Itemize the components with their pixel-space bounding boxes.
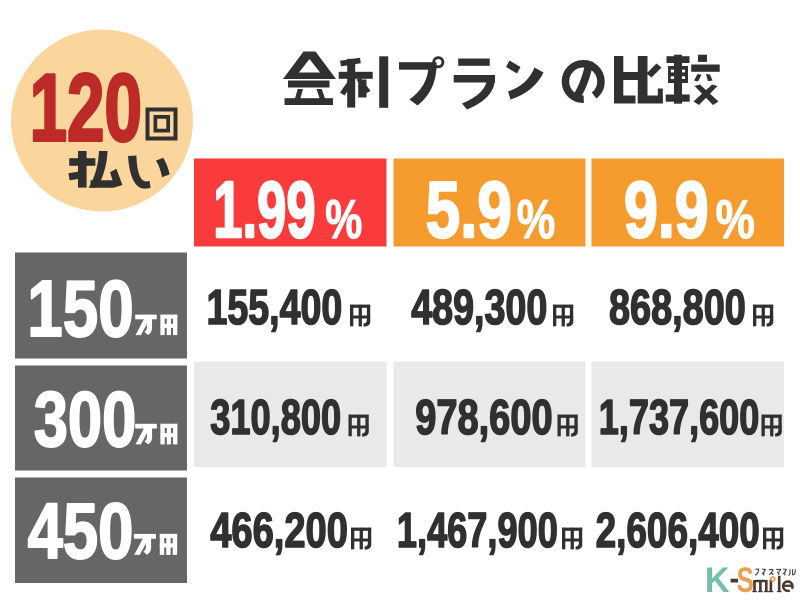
svg-text:1.99: 1.99 xyxy=(213,166,315,254)
svg-text:%: % xyxy=(716,188,755,250)
svg-text:300: 300 xyxy=(34,375,137,463)
svg-text:2,606,400: 2,606,400 xyxy=(596,503,760,559)
svg-text:450: 450 xyxy=(28,487,134,575)
svg-text:150: 150 xyxy=(27,265,133,353)
svg-text:S: S xyxy=(737,560,754,600)
svg-text:9.9: 9.9 xyxy=(624,166,709,255)
svg-text:868,800: 868,800 xyxy=(609,280,746,335)
svg-text:978,600: 978,600 xyxy=(415,390,552,445)
svg-text:466,200: 466,200 xyxy=(210,503,348,558)
svg-text:5.9: 5.9 xyxy=(426,166,512,255)
svg-text:155,400: 155,400 xyxy=(207,280,343,335)
svg-text:1,467,900: 1,467,900 xyxy=(397,504,558,559)
svg-text:K: K xyxy=(705,562,730,600)
svg-text:120: 120 xyxy=(30,54,142,162)
svg-text:489,300: 489,300 xyxy=(411,280,547,335)
svg-text:1,737,600: 1,737,600 xyxy=(599,391,759,446)
svg-text:%: % xyxy=(325,189,362,250)
svg-text:310,800: 310,800 xyxy=(210,391,341,446)
svg-text:%: % xyxy=(517,188,556,250)
